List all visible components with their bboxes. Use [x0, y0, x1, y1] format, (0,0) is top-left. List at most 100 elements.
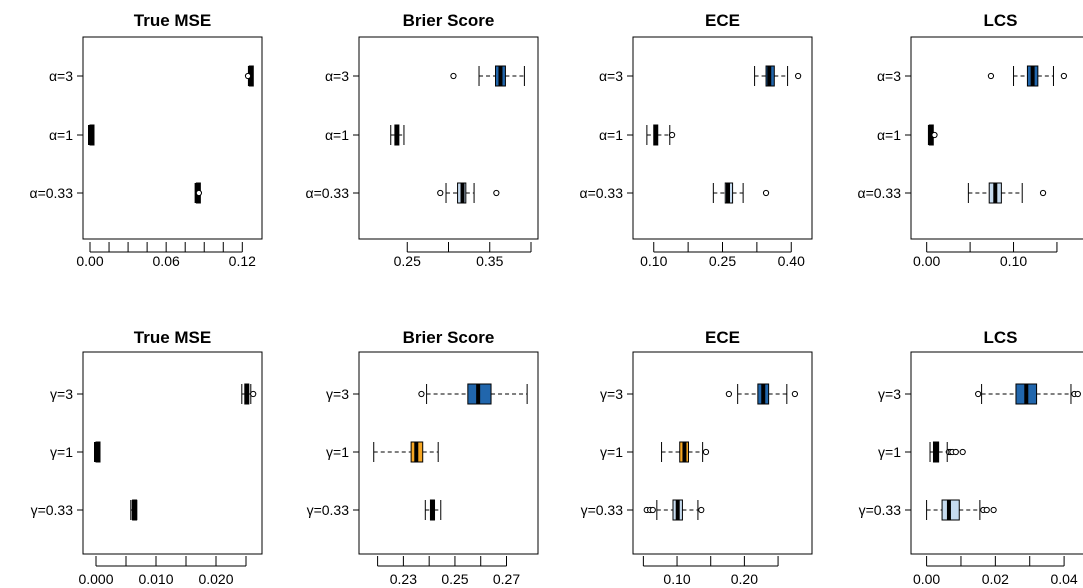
panel: True MSE α=3 α=1 α=0.33 0.00 0.06 0.12 — [29, 11, 263, 269]
outlier-point — [437, 189, 444, 197]
box-α=0.33 — [712, 182, 770, 204]
x-tick-label: 0.27 — [493, 571, 520, 587]
outlier-point — [990, 506, 997, 514]
x-tick-label: 0.04 — [1050, 571, 1077, 587]
outlier-point — [725, 390, 732, 398]
box-γ=0.33 — [926, 499, 997, 521]
box-γ=1 — [661, 441, 710, 463]
panel: ECE α=3 α=1 α=0.33 0.10 0.25 0.40 — [579, 11, 813, 269]
category-label: α=0.33 — [29, 185, 73, 201]
outlier-point — [795, 72, 802, 80]
category-label: α=3 — [599, 68, 623, 84]
category-label: α=3 — [49, 68, 73, 84]
category-label: α=0.33 — [579, 185, 623, 201]
outlier-point — [791, 390, 798, 398]
category-label: γ=0.33 — [307, 502, 350, 518]
outlier-point — [1060, 72, 1067, 80]
panel: ECE γ=3 γ=1 γ=0.33 0.10 0.20 — [581, 328, 813, 587]
outlier-point — [959, 448, 966, 456]
panel-title: LCS — [984, 11, 1018, 30]
x-tick-label: 0.02 — [982, 571, 1009, 587]
outlier-point — [668, 131, 676, 139]
box-α=3 — [754, 65, 802, 87]
box-γ=1 — [373, 441, 439, 463]
x-tick-label: 0.010 — [138, 571, 173, 587]
box-α=0.33 — [194, 182, 202, 204]
category-label: γ=0.33 — [581, 502, 624, 518]
category-label: α=1 — [325, 127, 349, 143]
panel: LCS α=3 α=1 α=0.33 0.00 0.10 — [857, 11, 1083, 269]
x-tick-label: 0.12 — [229, 253, 256, 269]
plot-frame — [358, 36, 539, 240]
outlier-point — [493, 189, 500, 197]
box-α=1 — [927, 124, 938, 146]
box-α=1 — [88, 124, 95, 146]
outlier-point — [702, 448, 710, 456]
plot-frame — [82, 351, 263, 555]
box-α=0.33 — [437, 182, 500, 204]
box-γ=3 — [975, 383, 1081, 405]
category-label: γ=3 — [50, 386, 73, 402]
outlier-point — [418, 390, 425, 398]
category-label: γ=0.33 — [859, 502, 902, 518]
box-γ=3 — [725, 383, 798, 405]
box-α=1 — [390, 124, 405, 146]
category-label: γ=1 — [50, 444, 73, 460]
box-γ=1 — [929, 441, 966, 463]
x-tick-label: 0.25 — [441, 571, 468, 587]
x-tick-label: 0.00 — [913, 571, 940, 587]
x-tick-label: 0.020 — [198, 571, 233, 587]
panel-title: True MSE — [134, 11, 211, 30]
x-tick-label: 0.00 — [913, 253, 940, 269]
outlier-point — [195, 189, 202, 197]
panel: Brier Score α=3 α=1 α=0.33 0.25 0.35 — [305, 11, 539, 269]
panel-title: ECE — [705, 11, 740, 30]
x-tick-label: 0.25 — [709, 253, 736, 269]
category-label: α=3 — [325, 68, 349, 84]
x-tick-label: 0.000 — [78, 571, 113, 587]
box-γ=1 — [94, 441, 101, 463]
box-α=1 — [646, 124, 676, 146]
panel: Brier Score γ=3 γ=1 γ=0.33 0.23 0.25 0.27 — [307, 328, 539, 587]
x-tick-label: 0.10 — [640, 253, 667, 269]
plot-frame — [82, 36, 263, 240]
plot-frame — [632, 351, 813, 555]
x-tick-label: 0.20 — [731, 571, 758, 587]
x-tick-label: 0.00 — [76, 253, 103, 269]
box-γ=3 — [418, 383, 528, 405]
category-label: γ=1 — [326, 444, 349, 460]
outlier-point — [983, 506, 990, 514]
outlier-point — [250, 390, 257, 398]
plot-frame — [910, 351, 1083, 555]
outlier-point — [987, 72, 995, 80]
outlier-point — [952, 448, 959, 456]
panel-title: ECE — [705, 328, 740, 347]
outlier-point — [698, 506, 705, 514]
x-tick-label: 0.40 — [778, 253, 805, 269]
category-label: γ=3 — [878, 386, 901, 402]
outlier-point — [649, 506, 656, 514]
category-label: γ=1 — [600, 444, 623, 460]
outlier-point — [762, 189, 770, 197]
category-label: γ=3 — [326, 386, 349, 402]
category-label: α=1 — [49, 127, 73, 143]
panel: LCS γ=3 γ=1 γ=0.33 0.00 0.02 0.04 — [859, 328, 1083, 587]
x-tick-label: 0.23 — [390, 571, 417, 587]
plot-frame — [632, 36, 813, 240]
panel-title: Brier Score — [403, 328, 495, 347]
category-label: γ=0.33 — [31, 502, 74, 518]
box-α=3 — [244, 65, 254, 87]
panel: True MSE γ=3 γ=1 γ=0.33 0.000 0.010 0.020 — [31, 328, 263, 587]
plot-frame — [910, 36, 1083, 240]
box-γ=0.33 — [643, 499, 705, 521]
box-γ=0.33 — [130, 499, 138, 521]
outlier-point — [244, 72, 252, 80]
outlier-point — [1039, 189, 1047, 197]
outlier-point — [931, 131, 938, 139]
outlier-point — [975, 390, 982, 398]
x-tick-label: 0.25 — [394, 253, 421, 269]
outlier-point — [450, 72, 457, 80]
box-γ=3 — [241, 383, 257, 405]
x-tick-label: 0.10 — [663, 571, 690, 587]
